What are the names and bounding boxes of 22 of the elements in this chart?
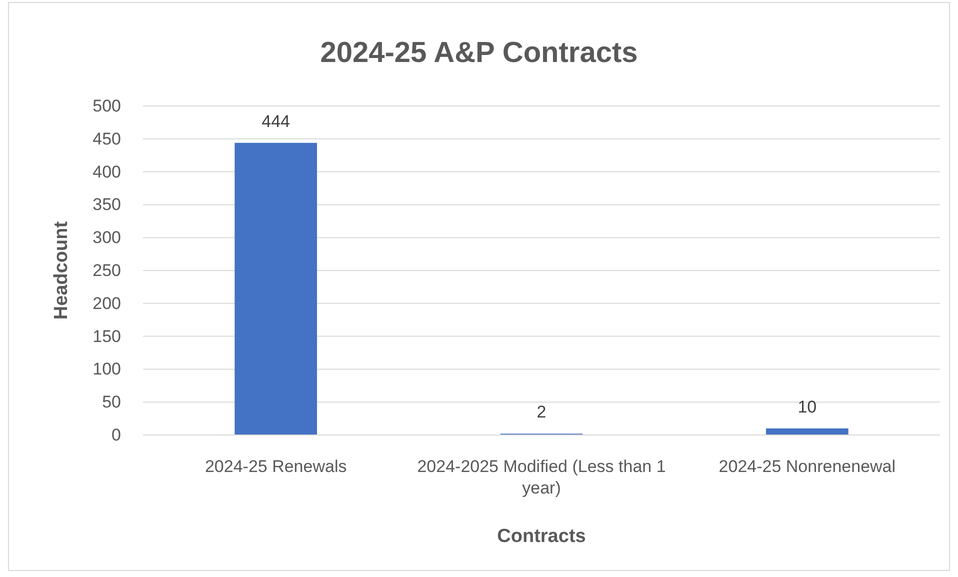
- y-tick-label: 450: [92, 129, 121, 148]
- bar: [766, 428, 848, 435]
- x-tick-label: 2024-2025 Modified (Less than 1 year): [417, 457, 666, 498]
- y-tick-label: 200: [92, 294, 121, 313]
- y-tick-label: 0: [112, 425, 121, 444]
- y-axis-title: Headcount: [51, 220, 72, 320]
- chart-title: 2024-25 A&P Contracts: [320, 37, 638, 69]
- bar: [234, 142, 318, 435]
- x-tick-label: 2024-25 Nonrenenewal: [718, 457, 896, 476]
- y-tick-label: 50: [102, 392, 121, 412]
- x-tick-label: 2024-25 Renewals: [204, 457, 347, 476]
- y-tick-label: 150: [92, 326, 121, 346]
- y-tick-label: 350: [92, 195, 121, 214]
- data-label: 10: [798, 397, 817, 416]
- y-tick-label: 500: [92, 96, 121, 116]
- data-label: 2: [536, 402, 546, 422]
- y-tick-label: 400: [92, 162, 121, 182]
- y-tick-label: 250: [92, 260, 121, 280]
- y-tick-label: 100: [92, 360, 121, 379]
- data-label: 444: [262, 112, 290, 131]
- y-tick-label: 300: [92, 228, 121, 248]
- x-axis-title: Contracts: [497, 526, 586, 547]
